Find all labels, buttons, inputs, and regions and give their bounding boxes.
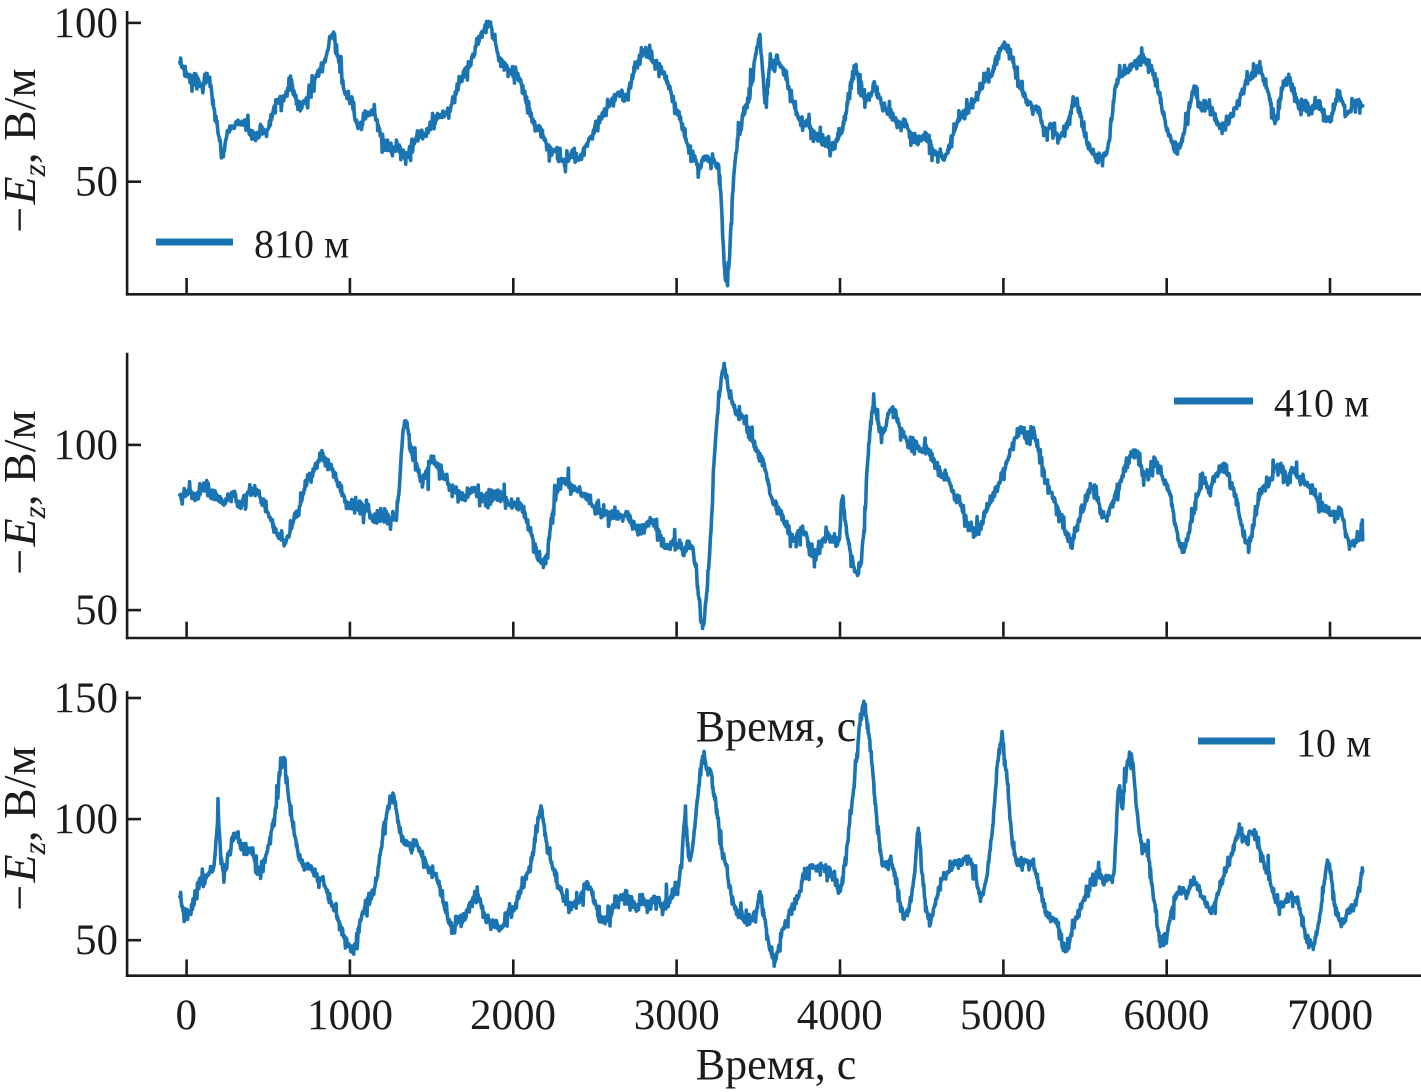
- svg-text:100: 100: [54, 0, 119, 47]
- svg-text:4000: 4000: [797, 992, 883, 1039]
- svg-text:−Ez, В/м: −Ez, В/м: [0, 410, 52, 577]
- svg-text:810 м: 810 м: [254, 222, 349, 267]
- svg-text:Время, с: Время, с: [696, 1040, 857, 1089]
- svg-text:0: 0: [176, 992, 198, 1039]
- svg-text:Время, с: Время, с: [696, 702, 857, 751]
- svg-text:1000: 1000: [307, 992, 393, 1039]
- svg-text:50: 50: [75, 587, 118, 634]
- svg-text:50: 50: [75, 917, 118, 964]
- svg-text:10 м: 10 м: [1296, 721, 1371, 766]
- svg-text:5000: 5000: [960, 992, 1046, 1039]
- svg-text:410 м: 410 м: [1274, 381, 1369, 426]
- svg-text:3000: 3000: [634, 992, 720, 1039]
- svg-text:2000: 2000: [470, 992, 556, 1039]
- svg-text:−Ez, В/м: −Ez, В/м: [0, 746, 52, 913]
- svg-text:6000: 6000: [1123, 992, 1209, 1039]
- svg-text:50: 50: [75, 159, 118, 206]
- svg-text:−Ez, В/м: −Ez, В/м: [0, 68, 52, 235]
- svg-text:7000: 7000: [1287, 992, 1373, 1039]
- svg-text:100: 100: [54, 422, 119, 469]
- svg-text:100: 100: [54, 796, 119, 843]
- svg-text:150: 150: [54, 675, 119, 722]
